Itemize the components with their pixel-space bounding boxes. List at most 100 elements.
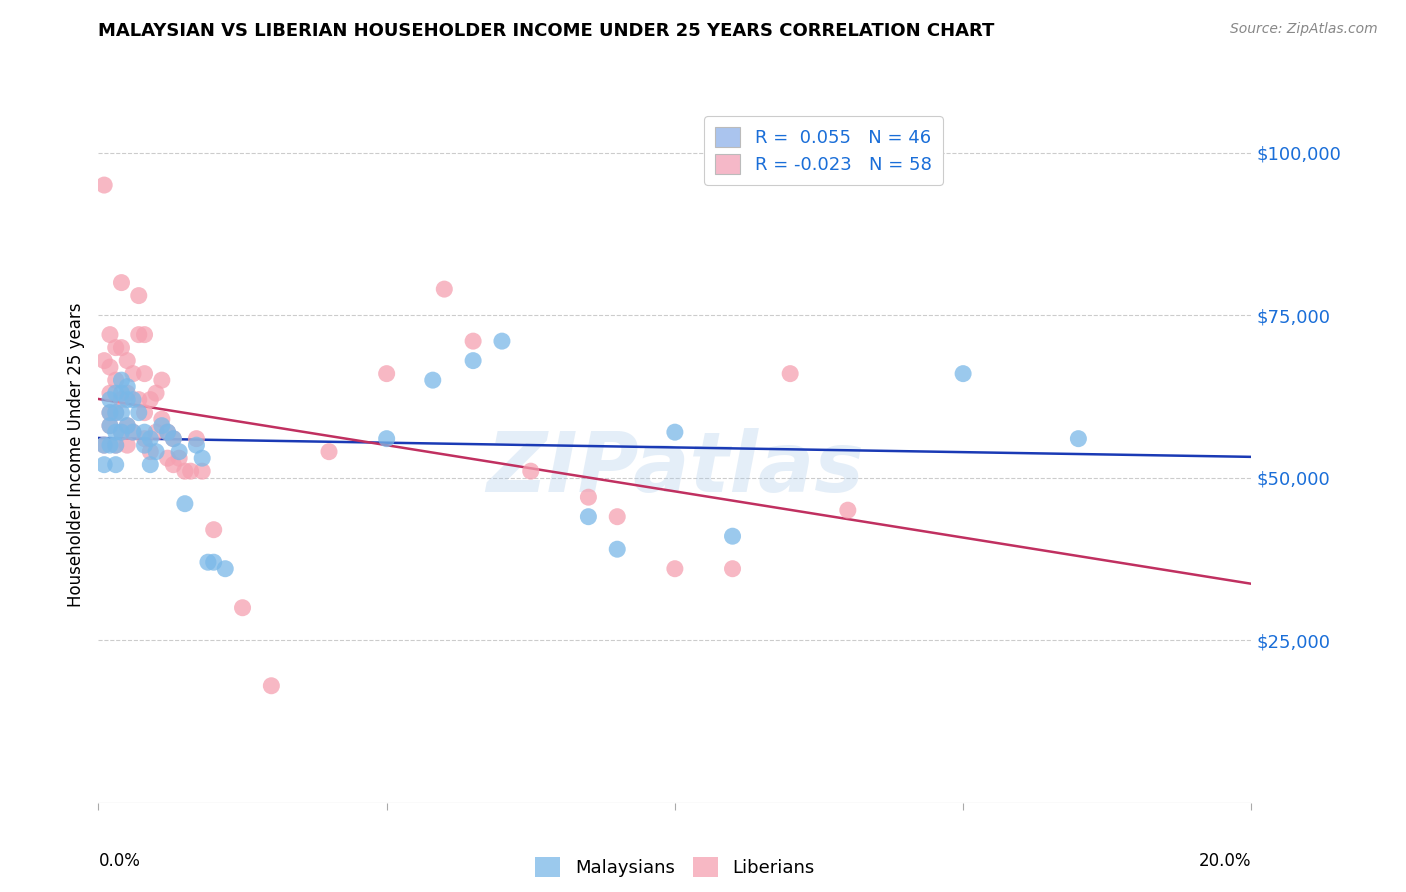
Point (98, 360, 121, 375)
Point (167, 444, 190, 458)
Point (197, 555, 219, 569)
Point (128, 288, 150, 302)
Point (422, 373, 444, 387)
Point (98, 386, 121, 401)
Point (167, 451, 190, 466)
Point (202, 523, 225, 537)
Point (145, 386, 167, 401)
Point (180, 464, 202, 478)
Point (104, 406, 127, 420)
Point (578, 490, 600, 504)
Point (318, 444, 340, 458)
Point (214, 562, 236, 576)
Point (779, 367, 801, 381)
Text: ZIPatlas: ZIPatlas (486, 428, 863, 509)
Point (104, 406, 127, 420)
Point (150, 418, 173, 433)
Point (162, 432, 184, 446)
Point (162, 458, 184, 472)
Point (156, 425, 179, 439)
Point (145, 425, 167, 439)
Point (122, 425, 145, 439)
Point (186, 438, 208, 452)
Point (128, 406, 150, 420)
Point (721, 529, 744, 543)
Point (134, 406, 156, 420)
Point (156, 425, 179, 439)
Point (491, 334, 513, 348)
Point (98, 438, 121, 452)
Point (433, 282, 456, 296)
Point (104, 438, 127, 452)
Point (128, 392, 150, 407)
Point (117, 418, 138, 433)
Point (162, 432, 184, 446)
Point (93, 438, 115, 452)
Point (186, 432, 208, 446)
Point (150, 412, 173, 426)
Point (93, 178, 115, 192)
Point (134, 367, 156, 381)
Point (98, 327, 121, 342)
Point (375, 367, 398, 381)
Point (375, 432, 398, 446)
Text: MALAYSIAN VS LIBERIAN HOUSEHOLDER INCOME UNDER 25 YEARS CORRELATION CHART: MALAYSIAN VS LIBERIAN HOUSEHOLDER INCOME… (98, 22, 995, 40)
Point (139, 444, 162, 458)
Point (104, 373, 127, 387)
Point (156, 451, 179, 466)
Point (117, 392, 138, 407)
Point (110, 392, 132, 407)
Point (110, 425, 132, 439)
Point (98, 418, 121, 433)
Point (139, 458, 162, 472)
Point (128, 327, 150, 342)
Point (104, 425, 127, 439)
Text: Source: ZipAtlas.com: Source: ZipAtlas.com (1230, 22, 1378, 37)
Text: 0.0%: 0.0% (98, 852, 141, 870)
Point (606, 542, 628, 557)
Point (110, 406, 132, 420)
Legend: Malaysians, Liberians: Malaysians, Liberians (527, 850, 823, 884)
Point (202, 555, 225, 569)
Point (231, 600, 254, 615)
Point (520, 464, 543, 478)
Point (1067, 432, 1090, 446)
Point (93, 438, 115, 452)
Point (134, 425, 156, 439)
Point (98, 406, 121, 420)
Point (461, 353, 484, 368)
Point (110, 386, 132, 401)
Point (117, 386, 138, 401)
Point (578, 509, 600, 524)
Point (174, 464, 197, 478)
Text: 20.0%: 20.0% (1199, 852, 1251, 870)
Point (93, 458, 115, 472)
Point (139, 392, 162, 407)
Point (664, 562, 686, 576)
Point (134, 438, 156, 452)
Point (117, 379, 138, 393)
Point (664, 425, 686, 439)
Point (191, 464, 214, 478)
Point (134, 327, 156, 342)
Point (721, 562, 744, 576)
Point (117, 438, 138, 452)
Point (122, 367, 145, 381)
Point (117, 418, 138, 433)
Point (191, 451, 214, 466)
Point (174, 497, 197, 511)
Point (139, 432, 162, 446)
Point (110, 276, 132, 290)
Point (104, 458, 127, 472)
Point (117, 353, 138, 368)
Point (134, 432, 156, 446)
Point (98, 418, 121, 433)
Point (952, 367, 974, 381)
Point (104, 386, 127, 401)
Point (122, 392, 145, 407)
Point (260, 679, 283, 693)
Point (98, 406, 121, 420)
Point (122, 425, 145, 439)
Point (150, 373, 173, 387)
Point (104, 438, 127, 452)
